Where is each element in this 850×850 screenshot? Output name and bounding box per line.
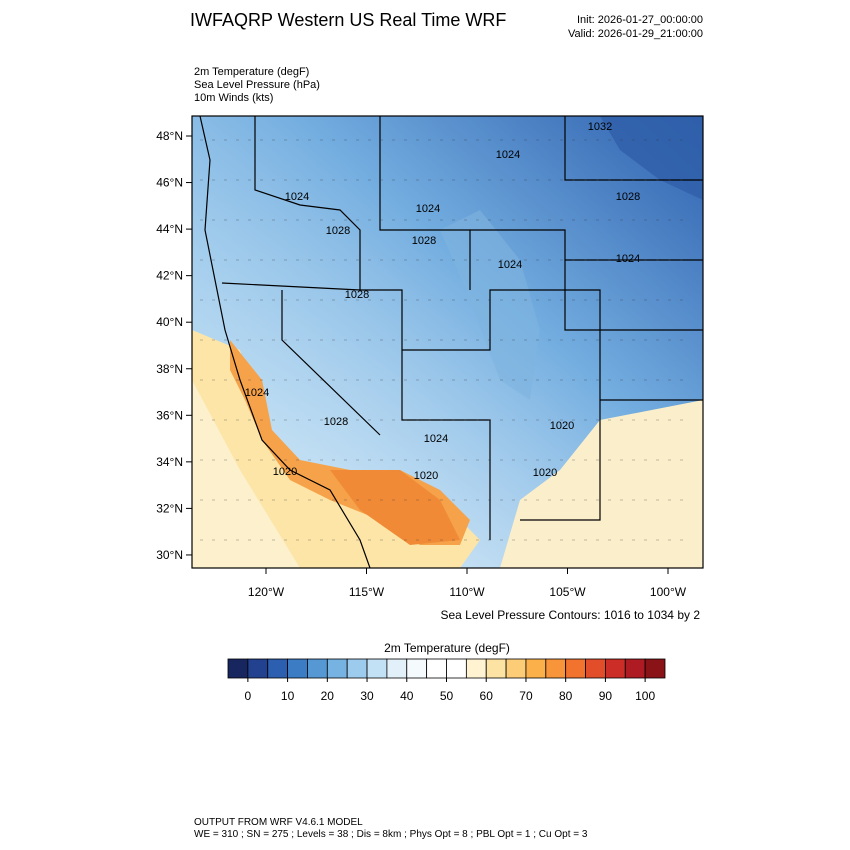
contour-label: 1024 [496,149,520,161]
colorbar-label: 50 [440,689,454,703]
colorbar-label: 30 [360,689,374,703]
contour-label: 1028 [412,235,436,247]
color-box [247,658,269,679]
colorbar-label: 90 [599,689,613,703]
colorbar-label: 80 [559,689,573,703]
lat-label: 30°N [156,548,183,562]
lon-label: 120°W [248,585,285,599]
contour-label: 1024 [245,387,269,399]
lat-label: 32°N [156,501,183,515]
lat-label: 36°N [156,408,183,422]
colorbar-label: 60 [480,689,494,703]
field-label: Sea Level Pressure (hPa) [194,79,320,91]
contour-label: 1028 [324,416,348,428]
color-box [406,658,428,679]
color-box [465,658,487,679]
valid-time: Valid: 2026-01-29_21:00:00 [568,28,703,40]
lat-label: 42°N [156,269,183,283]
color-box [605,658,626,679]
color-box [267,658,288,679]
lat-label: 46°N [156,176,183,190]
lon-label: 110°W [449,585,485,599]
colorbar-title: 2m Temperature (degF) [384,641,510,655]
title: IWFAQRP Western US Real Time WRF [190,10,506,30]
contour-label: 1028 [345,289,369,301]
color-box [446,658,467,679]
color-box [485,658,507,679]
lat-label: 44°N [156,222,183,236]
lat-label: 38°N [156,362,183,376]
colorbar-label: 10 [281,689,295,703]
footer-model: OUTPUT FROM WRF V4.6.1 MODEL [194,817,363,828]
color-box [624,658,646,679]
contour-label: 1028 [616,191,640,203]
color-box [227,658,249,679]
field-label: 2m Temperature (degF) [194,66,309,78]
map-frame [191,115,704,569]
map-axes: 48°N 46°N 44°N 42°N 40°N 38°N 36°N 34°N 32°N 30°N… [156,129,687,599]
init-time: Init: 2026-01-27_00:00:00 [577,14,703,26]
color-box [426,658,447,679]
lon-label: 100°W [650,585,687,599]
lat-label: 40°N [156,315,183,329]
contour-labels: 1032 1024 1024 1024 1028 1028 1028 1024 1024 1028… [245,121,640,482]
color-box [287,658,308,679]
contour-label: 1028 [326,225,350,237]
lat-label: 48°N [156,129,183,143]
color-box [386,658,408,679]
map-image [192,116,703,568]
contour-label: 1024 [616,253,640,265]
color-box [326,658,348,679]
contour-label: 1024 [285,191,309,203]
color-box [307,658,328,679]
footer-settings: WE = 310 ; SN = 275 ; Levels = 38 ; Dis … [194,829,588,840]
contour-label: 1020 [550,420,574,432]
contour-label: 1024 [424,433,448,445]
colorbar-label: 100 [635,689,655,703]
contour-label: 1020 [414,470,438,482]
color-box [366,658,388,679]
color-box [644,658,666,679]
colorbar: 0 10 20 30 40 50 60 70 80 90 100 [227,658,666,703]
contour-label: 1032 [588,121,612,133]
color-box [346,658,368,679]
contour-label: 1024 [498,259,522,271]
colorbar-label: 0 [245,689,252,703]
contour-label: 1020 [533,467,557,479]
color-box [585,658,606,679]
lon-label: 115°W [349,585,385,599]
contour-label: 1020 [273,466,297,478]
field-label: 10m Winds (kts) [194,92,273,104]
colorbar-label: 40 [400,689,414,703]
contour-label: 1024 [416,203,440,215]
lat-label: 34°N [156,455,183,469]
color-box [525,658,547,679]
colorbar-label: 70 [519,689,533,703]
colorbar-label: 20 [321,689,335,703]
lon-label: 105°W [549,585,586,599]
color-box [565,658,586,679]
color-box [545,658,567,679]
contour-note: Sea Level Pressure Contours: 1016 to 103… [441,608,701,622]
color-box [505,658,527,679]
